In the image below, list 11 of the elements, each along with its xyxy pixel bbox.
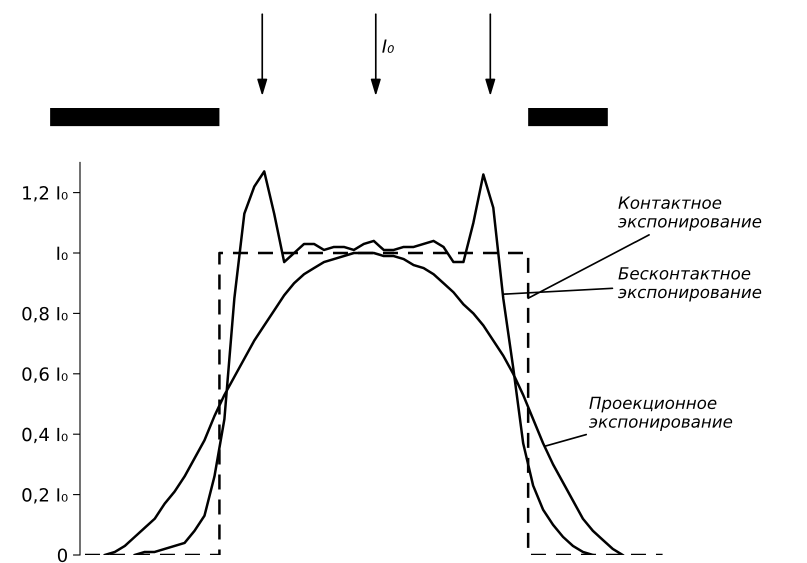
- y-tick-label: 0,8 I₀: [22, 306, 68, 322]
- y-tick-label: 0,2 I₀: [22, 488, 68, 504]
- text: Проекционное экспонирование: [589, 396, 732, 432]
- y-tick-label: 1,2 I₀: [23, 186, 68, 202]
- text: I₀: [382, 39, 394, 53]
- text: Бесконтактное экспонирование: [618, 267, 762, 302]
- y-tick-label: I₀: [57, 246, 68, 260]
- y-tick-label: 0,4 I₀: [22, 428, 68, 444]
- text: Контактное экспонирование: [618, 196, 762, 231]
- y-tick-label: 0,6 I₀: [22, 367, 68, 383]
- y-tick-label: 0: [58, 548, 67, 562]
